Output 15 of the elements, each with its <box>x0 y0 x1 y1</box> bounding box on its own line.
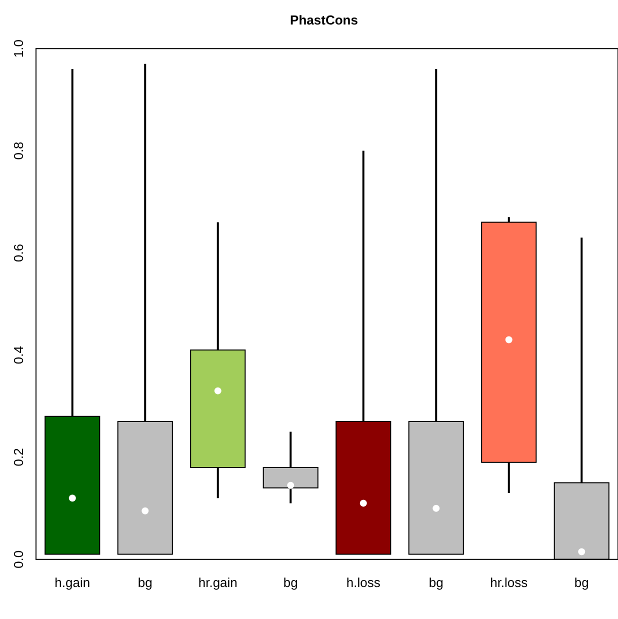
y-tick-label: 0.6 <box>11 244 26 262</box>
x-tick-label: h.gain <box>54 574 90 590</box>
x-tick-label: bg <box>574 574 589 590</box>
y-tick-label: 1.0 <box>11 40 26 58</box>
y-tick-label: 0.0 <box>11 550 26 568</box>
x-tick-label: hr.loss <box>490 574 528 590</box>
x-tick-label: bg <box>283 574 298 590</box>
chart-title: PhastCons <box>290 12 358 28</box>
x-tick-label: hr.gain <box>198 574 238 590</box>
y-tick-label: 0.8 <box>11 142 26 160</box>
y-tick-label: 0.4 <box>11 346 26 364</box>
y-tick-label: 0.2 <box>11 448 26 466</box>
x-tick-label: h.loss <box>346 574 381 590</box>
x-tick-label: bg <box>428 574 444 590</box>
x-tick-label: bg <box>138 574 152 590</box>
